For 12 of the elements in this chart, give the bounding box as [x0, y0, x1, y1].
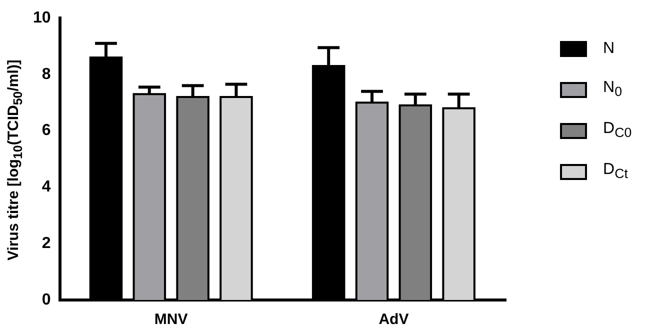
y-tick-label: 4	[42, 178, 51, 196]
x-tick-label: MNV	[154, 311, 188, 328]
legend-label: N	[603, 40, 615, 58]
y-tick-label: 0	[42, 291, 51, 308]
y-tick-label: 10	[33, 9, 51, 26]
y-tick-label: 8	[42, 66, 51, 83]
y-tick-label: 6	[42, 122, 51, 140]
y-tick-label: 2	[42, 235, 51, 252]
legend-label: N$_{0}$	[603, 79, 622, 100]
x-tick-label: AdV	[378, 311, 409, 328]
legend-label: D$_{Ct}$	[603, 161, 628, 182]
legend-label: D$_{C0}$	[603, 120, 632, 141]
